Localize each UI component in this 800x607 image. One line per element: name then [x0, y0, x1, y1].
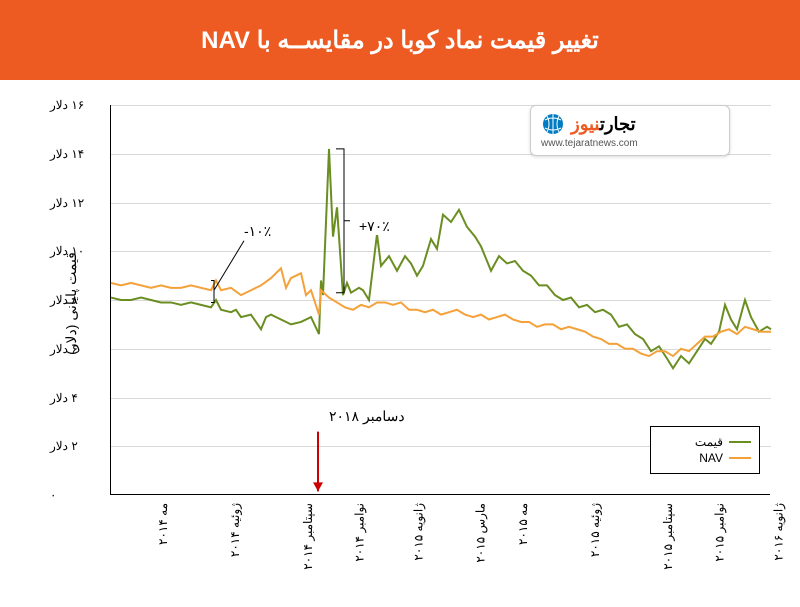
- header-band: تغییر قیمت نماد کوبا در مقایســه با NAV: [0, 0, 800, 80]
- x-tick-label: سپتامبر ۲۰۱۴: [301, 503, 315, 570]
- x-tick-label: مارس ۲۰۱۵: [474, 503, 488, 563]
- legend-label: قیمت: [695, 435, 723, 449]
- x-tick-label: مه ۲۰۱۵: [516, 503, 530, 545]
- x-tick-label: سپتامبر ۲۰۱۵: [661, 503, 675, 570]
- x-tick-label: ژوئیه ۲۰۱۴: [228, 503, 242, 557]
- y-tick-label: ۱۲ دلار: [50, 196, 110, 210]
- x-tick-label: نوامبر ۲۰۱۵: [713, 503, 727, 562]
- y-tick-label: ۴ دلار: [50, 391, 110, 405]
- y-tick-label: ۰: [50, 488, 110, 502]
- legend-item: قیمت: [659, 435, 751, 449]
- legend-swatch: [729, 441, 751, 443]
- annotation-label: دسامبر ۲۰۱۸: [327, 408, 407, 425]
- brand-logo: تجارتنیوز www.tejaratnews.com: [530, 105, 730, 156]
- x-tick-label: نوامبر ۲۰۱۴: [353, 503, 367, 562]
- logo-globe-icon: [541, 112, 565, 136]
- y-tick-label: ۲ دلار: [50, 439, 110, 453]
- x-tick-label: ژانویه ۲۰۱۶: [772, 503, 786, 561]
- legend-label: NAV: [699, 451, 723, 465]
- price-nav-chart: قیمت پایانی (دلار) قیمتNAV -۱۰٪+۷۰٪دسامب…: [40, 95, 780, 595]
- y-tick-label: ۱۶ دلار: [50, 98, 110, 112]
- y-tick-label: ۶ دلار: [50, 342, 110, 356]
- y-tick-label: ۸ دلار: [50, 293, 110, 307]
- page-title: تغییر قیمت نماد کوبا در مقایســه با NAV: [201, 26, 599, 55]
- annotation-label: -۱۰٪: [242, 223, 273, 240]
- annotation-label: +۷۰٪: [357, 218, 392, 235]
- y-tick-label: ۱۴ دلار: [50, 147, 110, 161]
- x-tick-label: ژوئیه ۲۰۱۵: [588, 503, 602, 557]
- legend-item: NAV: [659, 451, 751, 465]
- legend: قیمت NAV: [650, 426, 760, 474]
- legend-swatch: [729, 457, 751, 459]
- plot-area: قیمت NAV -۱۰٪ +۷۰٪ دسامبر ۲۰۱۸: [110, 105, 770, 495]
- logo-text: تجارتنیوز: [571, 114, 636, 135]
- logo-url: www.tejaratnews.com: [541, 138, 719, 149]
- x-tick-label: ژانویه ۲۰۱۵: [412, 503, 426, 561]
- y-tick-label: ۱۰ دلار: [50, 244, 110, 258]
- x-tick-label: مه ۲۰۱۴: [156, 503, 170, 545]
